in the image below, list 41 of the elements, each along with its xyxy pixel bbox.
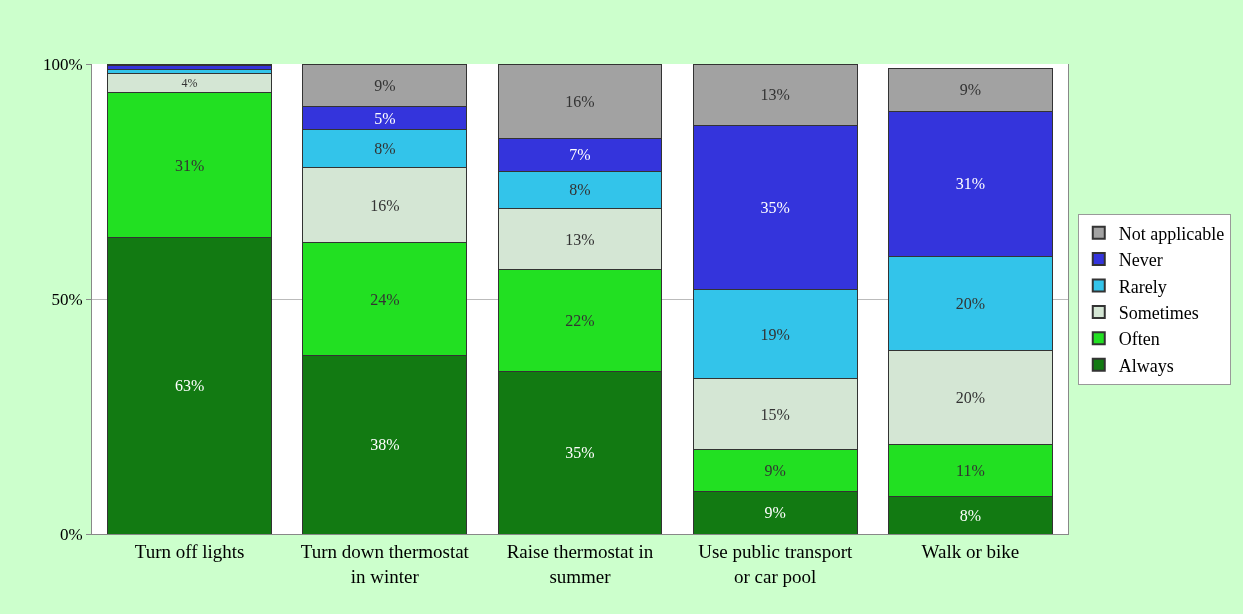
- data-label: 9%: [764, 504, 786, 522]
- legend-label: Not applicable: [1118, 223, 1225, 244]
- data-label: 13%: [760, 86, 790, 104]
- data-label: 19%: [760, 325, 790, 343]
- data-label: 9%: [374, 76, 396, 94]
- legend-label: Rarely: [1118, 276, 1167, 297]
- data-label: 11%: [956, 462, 985, 480]
- data-label: 35%: [760, 198, 790, 216]
- data-label: 9%: [959, 81, 982, 99]
- legend-label: Never: [1118, 250, 1163, 271]
- data-label: 35%: [565, 444, 595, 462]
- data-label: 13%: [565, 230, 595, 248]
- data-label: 22%: [565, 312, 595, 330]
- data-label: 8%: [374, 140, 396, 158]
- x-tick-label: Raise thermostat in summer: [506, 540, 654, 587]
- data-label: 7%: [569, 146, 591, 164]
- data-label: 4%: [181, 75, 198, 90]
- x-tick-label: Turn off lights: [134, 540, 245, 562]
- data-label: 8%: [569, 181, 591, 199]
- data-label: 24%: [370, 290, 400, 308]
- data-label: 16%: [370, 196, 400, 214]
- x-tick-label: Walk or bike: [921, 540, 1020, 562]
- legend-label: Often: [1118, 329, 1160, 350]
- data-label: 5%: [374, 109, 396, 127]
- data-label: 31%: [174, 156, 205, 174]
- data-label: 8%: [959, 506, 982, 524]
- data-label: 16%: [565, 93, 595, 111]
- data-label: 63%: [174, 377, 205, 395]
- y-tick-label: 50%: [51, 289, 83, 309]
- data-label: 31%: [955, 175, 986, 193]
- legend-label: Always: [1118, 355, 1174, 376]
- data-label: 20%: [955, 389, 986, 407]
- data-label: 20%: [955, 295, 986, 313]
- x-tick-label: Turn down thermostat in winter: [300, 540, 470, 587]
- y-tick-label: 0%: [59, 524, 83, 544]
- data-label: 9%: [764, 462, 786, 480]
- data-label: 15%: [760, 405, 790, 423]
- y-tick-label: 100%: [42, 54, 83, 74]
- data-label: 38%: [370, 436, 400, 454]
- legend-label: Sometimes: [1118, 302, 1199, 323]
- x-tick-label: Use public transport or car pool: [698, 540, 853, 587]
